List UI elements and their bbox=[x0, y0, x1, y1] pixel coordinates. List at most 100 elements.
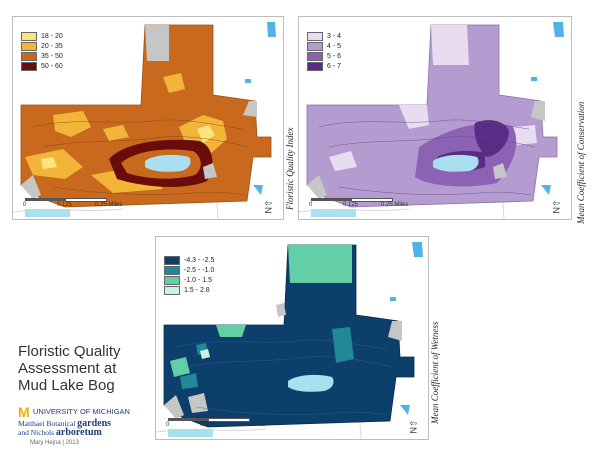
logo-text: Matthaei Botanical bbox=[18, 419, 78, 428]
scale-label: 0.125 bbox=[200, 422, 216, 428]
legend-label: -4.3 - -2.5 bbox=[184, 256, 215, 264]
pond bbox=[531, 77, 537, 81]
water-area bbox=[311, 209, 356, 217]
legend-mcc: 3 - 4 4 - 5 5 - 6 6 - 7 bbox=[307, 31, 341, 71]
patch bbox=[200, 349, 210, 359]
pond bbox=[267, 22, 276, 37]
scale-label: 0.25 Miles bbox=[95, 202, 123, 208]
legend-item: -2.5 - -1.0 bbox=[164, 265, 214, 275]
patch bbox=[332, 327, 354, 363]
map-mcc bbox=[299, 22, 564, 219]
swatch bbox=[21, 61, 37, 71]
legend-item: 1.5 - 2.8 bbox=[164, 285, 214, 295]
logo-line: Matthaei Botanical gardens bbox=[18, 418, 111, 429]
swatch bbox=[21, 51, 37, 61]
legend-label: -2.5 - -1.0 bbox=[184, 266, 215, 274]
legend-label: 4 - 5 bbox=[327, 42, 342, 50]
legend-item: 4 - 5 bbox=[307, 41, 341, 51]
page-title: Floristic Quality Assessment at Mud Lake… bbox=[18, 343, 121, 394]
legend-label: -1.0 - 1.5 bbox=[184, 276, 213, 284]
scale-bar: 0 0.125 0.25 Miles bbox=[166, 418, 276, 434]
logo-text: gardens bbox=[77, 418, 112, 429]
legend-label: 18 - 20 bbox=[41, 32, 63, 40]
excluded-area bbox=[145, 25, 169, 61]
legend-label: 6 - 7 bbox=[327, 62, 342, 70]
pond bbox=[400, 405, 410, 415]
swatch bbox=[21, 31, 37, 41]
legend-item: 50 - 60 bbox=[21, 61, 63, 71]
scale-bar: 0 0.125 0.25 Miles bbox=[23, 198, 133, 214]
excluded-area bbox=[203, 163, 217, 179]
patch bbox=[41, 157, 57, 169]
water-area bbox=[168, 429, 213, 437]
swatch bbox=[307, 41, 323, 51]
swatch bbox=[307, 61, 323, 71]
lake bbox=[145, 154, 191, 172]
pond bbox=[245, 79, 251, 83]
north-label: N bbox=[263, 207, 274, 214]
excluded-area bbox=[243, 101, 257, 117]
legend-label: 35 - 50 bbox=[41, 52, 63, 60]
swatch bbox=[164, 285, 180, 295]
patch bbox=[399, 105, 429, 129]
swatch bbox=[164, 275, 180, 285]
patch bbox=[329, 151, 357, 171]
logo-text: and Nichols bbox=[18, 428, 56, 437]
map-mcw bbox=[156, 242, 423, 439]
swatch bbox=[307, 31, 323, 41]
pond bbox=[553, 22, 564, 37]
legend-item: 18 - 20 bbox=[21, 31, 63, 41]
pond bbox=[541, 185, 551, 195]
map-fqi bbox=[13, 22, 276, 219]
scale-label: 0.125 bbox=[343, 202, 359, 208]
excluded-area bbox=[164, 395, 184, 419]
water-area bbox=[25, 209, 70, 217]
legend-label: 50 - 60 bbox=[41, 62, 63, 70]
pond bbox=[390, 297, 396, 301]
title-line: Floristic Quality bbox=[18, 343, 121, 360]
north-arrow-icon: N⇧ bbox=[263, 199, 274, 214]
excluded-area bbox=[388, 321, 402, 341]
legend-mcw: -4.3 - -2.5 -2.5 - -1.0 -1.0 - 1.5 1.5 -… bbox=[164, 255, 214, 295]
swatch bbox=[164, 255, 180, 265]
excluded-area bbox=[21, 175, 41, 199]
legend-item: 6 - 7 bbox=[307, 61, 341, 71]
excluded-area bbox=[493, 163, 507, 179]
logo-university: UNIVERSITY OF MICHIGAN bbox=[33, 407, 130, 416]
legend-item: 3 - 4 bbox=[307, 31, 341, 41]
patch bbox=[170, 357, 190, 377]
patch bbox=[431, 25, 469, 65]
pond bbox=[412, 242, 423, 257]
patch bbox=[163, 73, 185, 93]
title-line: Mud Lake Bog bbox=[18, 377, 115, 394]
scale-bar: 0 0.125 0.25 Miles bbox=[309, 198, 419, 214]
north-label: N bbox=[551, 207, 562, 214]
legend-fqi: 18 - 20 20 - 35 35 - 50 50 - 60 bbox=[21, 31, 63, 71]
excluded-area bbox=[531, 101, 545, 121]
legend-label: 5 - 6 bbox=[327, 52, 342, 60]
legend-label: 1.5 - 2.8 bbox=[184, 286, 210, 294]
scale-label: 0.125 bbox=[57, 202, 73, 208]
scale-label: 0 bbox=[166, 422, 170, 428]
scale-label: 0.25 Miles bbox=[238, 422, 266, 428]
north-arrow-icon: N⇧ bbox=[551, 199, 562, 214]
title-line: Assessment at bbox=[18, 360, 117, 377]
map-panel-mcw: -4.3 - -2.5 -2.5 - -1.0 -1.0 - 1.5 1.5 -… bbox=[155, 236, 429, 440]
lake bbox=[433, 154, 479, 172]
side-title-mcc: Mean Coefficient of Conservation bbox=[576, 101, 586, 224]
patch bbox=[53, 111, 91, 137]
side-title-mcw: Mean Coefficient of Wetness bbox=[430, 321, 440, 424]
logo-line: and Nichols arboretum bbox=[18, 427, 102, 438]
logo-text: arboretum bbox=[55, 427, 102, 438]
block-m-logo-icon: M bbox=[18, 404, 30, 420]
scale-label: 0 bbox=[23, 202, 27, 208]
patch bbox=[288, 245, 352, 283]
legend-label: 20 - 35 bbox=[41, 42, 63, 50]
swatch bbox=[307, 51, 323, 61]
legend-item: -4.3 - -2.5 bbox=[164, 255, 214, 265]
scale-label: 0 bbox=[309, 202, 313, 208]
north-label: N bbox=[408, 427, 419, 434]
side-title-fqi: Floristic Quality Index bbox=[285, 127, 295, 210]
swatch bbox=[21, 41, 37, 51]
patch bbox=[180, 373, 198, 389]
